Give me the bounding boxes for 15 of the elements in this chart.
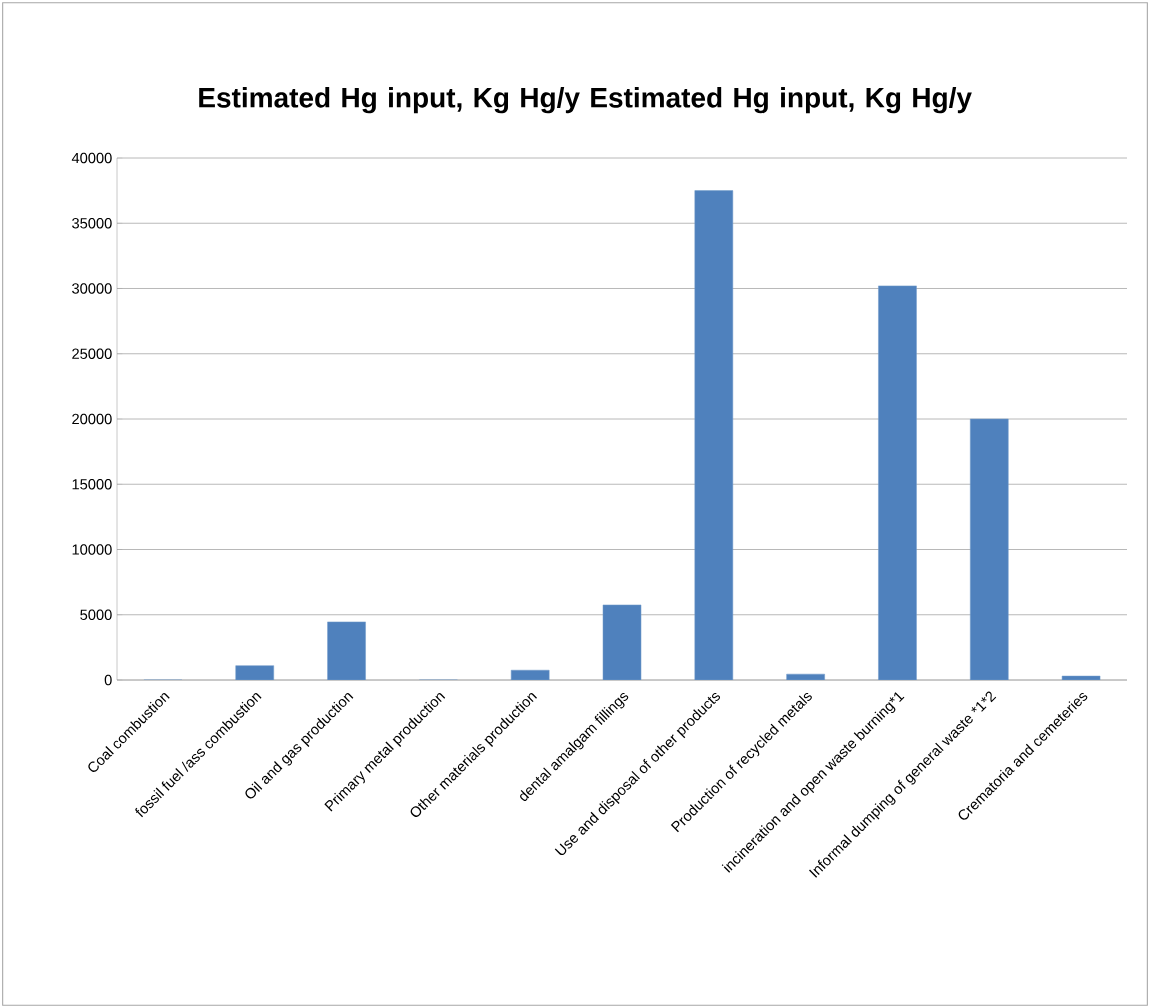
bar <box>878 285 917 680</box>
y-tick-label: 15000 <box>72 479 112 490</box>
y-tick-label: 20000 <box>72 413 112 425</box>
bar <box>694 190 734 680</box>
y-tick-label: 5000 <box>80 609 112 620</box>
y-tick-label: 10000 <box>72 544 112 555</box>
y-tick-label: 25000 <box>72 348 112 359</box>
chart-title: Estimated Hg input, Kg Hg/y Estimated Hg input, Kg Hg/y <box>199 87 972 114</box>
y-tick-label: 0 <box>104 674 112 686</box>
y-tick-label: 35000 <box>72 218 112 229</box>
bar <box>602 604 642 680</box>
bar <box>327 621 366 680</box>
bar <box>970 418 1009 680</box>
y-tick-label: 30000 <box>72 283 112 294</box>
y-tick-label: 40000 <box>71 152 112 164</box>
